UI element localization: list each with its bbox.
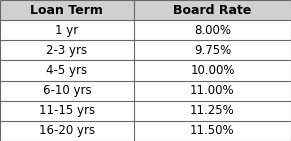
Bar	[0, 101, 134, 121]
Text: 4-5 yrs: 4-5 yrs	[46, 64, 88, 77]
Bar	[0, 121, 134, 141]
Text: 8.00%: 8.00%	[194, 24, 231, 37]
Bar	[134, 81, 291, 101]
Bar	[134, 0, 291, 20]
Bar	[0, 0, 134, 20]
Text: Board Rate: Board Rate	[173, 4, 252, 17]
Bar	[0, 40, 134, 60]
Bar	[134, 101, 291, 121]
Text: 9.75%: 9.75%	[194, 44, 231, 57]
Bar	[0, 20, 134, 40]
Text: 11-15 yrs: 11-15 yrs	[39, 104, 95, 117]
Text: Loan Term: Loan Term	[31, 4, 103, 17]
Bar	[134, 20, 291, 40]
Text: 2-3 yrs: 2-3 yrs	[46, 44, 88, 57]
Bar	[134, 40, 291, 60]
Text: 6-10 yrs: 6-10 yrs	[42, 84, 91, 97]
Text: 16-20 yrs: 16-20 yrs	[39, 124, 95, 137]
Bar	[0, 60, 134, 81]
Bar	[134, 121, 291, 141]
Bar	[134, 60, 291, 81]
Text: 10.00%: 10.00%	[190, 64, 235, 77]
Text: 11.25%: 11.25%	[190, 104, 235, 117]
Text: 11.00%: 11.00%	[190, 84, 235, 97]
Text: 11.50%: 11.50%	[190, 124, 235, 137]
Bar	[0, 81, 134, 101]
Text: 1 yr: 1 yr	[55, 24, 79, 37]
